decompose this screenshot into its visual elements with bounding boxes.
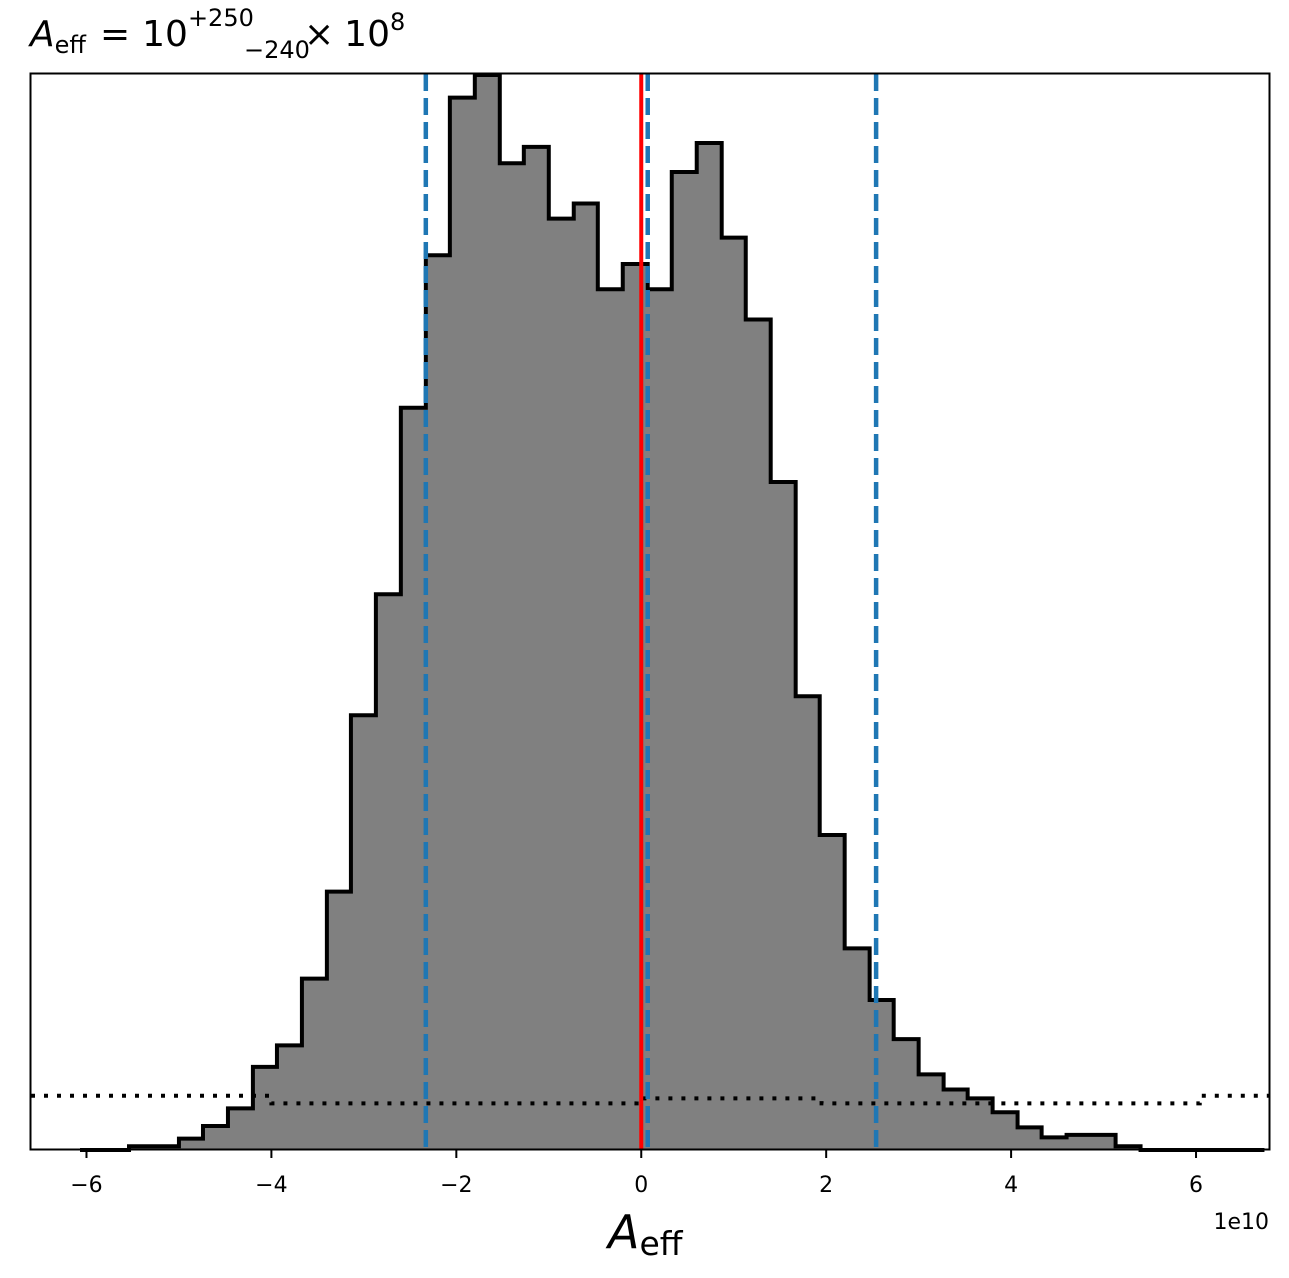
histogram-bar xyxy=(425,255,451,1151)
histogram-bar xyxy=(721,237,747,1150)
x-ticks: −6 −4 −2 0 2 4 6 xyxy=(70,1150,1203,1198)
histogram-fill-layer xyxy=(129,75,1141,1151)
x-tick-label: 6 xyxy=(1189,1173,1203,1198)
x-axis-label: Aeff xyxy=(605,1205,684,1263)
x-tick-label: 0 xyxy=(634,1173,648,1198)
histogram-bar xyxy=(967,1098,994,1150)
title-mantissa: 10 xyxy=(142,14,188,55)
title-sub: −240 xyxy=(244,36,310,64)
histogram-bar xyxy=(795,696,821,1150)
histogram-bar xyxy=(992,1112,1018,1150)
histogram-bar xyxy=(227,1108,254,1150)
x-offset-text: 1e10 xyxy=(1213,1210,1269,1235)
vertical-lines xyxy=(423,74,879,1150)
histogram-bar xyxy=(844,948,871,1150)
histogram-bar xyxy=(622,264,649,1150)
histogram-bar xyxy=(696,143,723,1151)
histogram-bar xyxy=(819,834,846,1150)
histogram-bar xyxy=(202,1126,229,1150)
histogram-bar xyxy=(449,97,476,1150)
histogram-bar xyxy=(301,978,328,1150)
chart-title: Aeff = 10+250 −240× 108 xyxy=(28,4,405,64)
title-power-base: 10 xyxy=(344,14,390,55)
plot-area xyxy=(31,73,1270,1152)
histogram-bar xyxy=(1066,1134,1092,1150)
histogram-bar xyxy=(943,1089,969,1150)
histogram-bar xyxy=(893,1039,920,1150)
histogram-bar xyxy=(499,163,525,1151)
histogram-bar xyxy=(350,715,377,1150)
x-tick-label: 4 xyxy=(1004,1173,1018,1198)
axes-frame xyxy=(29,72,1271,1151)
histogram-bar xyxy=(1041,1137,1067,1150)
histogram-bar xyxy=(400,407,427,1151)
title-times: × xyxy=(304,14,334,55)
histogram-bar xyxy=(548,218,575,1151)
histogram-bar xyxy=(178,1138,204,1150)
histogram-bar xyxy=(1017,1127,1043,1150)
histogram-bar xyxy=(671,172,698,1151)
x-axis-label-sub: eff xyxy=(639,1224,683,1263)
histogram-bar xyxy=(918,1074,944,1150)
histogram-outline xyxy=(80,73,1265,1152)
histogram-bar xyxy=(597,289,624,1150)
histogram-bar xyxy=(770,482,797,1150)
histogram-bar xyxy=(276,1045,303,1150)
histogram-bar xyxy=(326,891,352,1150)
histogram-bar xyxy=(869,1000,895,1150)
histogram-bar xyxy=(745,319,772,1150)
histogram-bar xyxy=(375,594,402,1150)
histogram-bar xyxy=(647,289,673,1150)
title-equals: = xyxy=(100,14,130,55)
x-tick-label: −2 xyxy=(440,1173,472,1198)
title-base: A xyxy=(28,14,55,55)
title-sup: +250 xyxy=(188,4,254,32)
title-power-exp: 8 xyxy=(390,8,405,36)
x-tick-label: −6 xyxy=(70,1173,102,1198)
histogram-bar xyxy=(252,1066,278,1150)
x-tick-label: −4 xyxy=(255,1173,287,1198)
x-tick-label: 2 xyxy=(819,1173,833,1198)
histogram-bar xyxy=(523,146,550,1150)
histogram-bar xyxy=(573,203,599,1151)
title-base-sub: eff xyxy=(55,31,87,59)
histogram-bar xyxy=(474,75,501,1150)
histogram-bar xyxy=(1091,1134,1116,1150)
x-axis-label-base: A xyxy=(605,1205,639,1259)
